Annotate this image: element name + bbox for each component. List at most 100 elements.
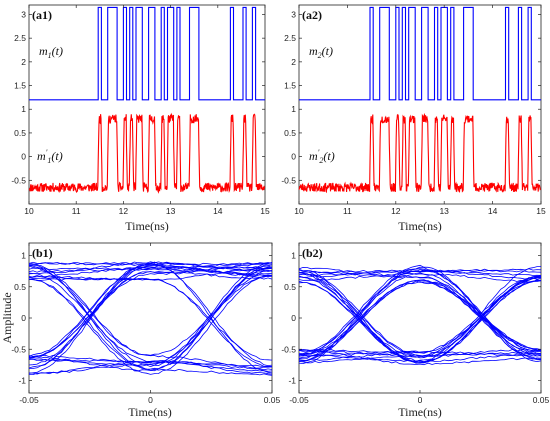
eye-trace <box>298 269 542 356</box>
x-tick-label: 13 <box>166 206 176 216</box>
annotation-bottom: m'1(t) <box>37 148 63 165</box>
x-tick-label: -0.05 <box>289 395 309 405</box>
y-tick-label: 0 <box>291 313 296 323</box>
y-axis-label: Amplitude <box>0 292 14 343</box>
x-axis-label: Time(ns) <box>125 219 169 233</box>
y-tick-label: 0 <box>291 152 296 162</box>
ticks: 10 11 12 13 14 15 -0.5 0 0.5 1 1.5 2 2.5 3 <box>11 5 270 216</box>
y-tick-label: 0 <box>21 152 26 162</box>
eye-trace <box>28 272 273 371</box>
y-tick-label: -0.5 <box>11 175 26 185</box>
axes-frame <box>28 4 266 205</box>
x-tick-label: 13 <box>439 206 449 216</box>
panel-a1: 10 11 12 13 14 15 -0.5 0 0.5 1 1.5 2 2.5 3 (a1) m1(t)… <box>11 4 270 233</box>
eye-trace <box>28 262 273 374</box>
eye-trace <box>28 266 273 278</box>
eye-trace <box>28 360 273 375</box>
y-tick-label: 1 <box>21 104 26 114</box>
eye-trace <box>298 266 542 351</box>
eye-trace <box>298 271 542 358</box>
eye-trace <box>28 264 272 356</box>
panel-label: (b1) <box>32 246 53 260</box>
eye-trace <box>298 279 542 359</box>
x-tick-label: 15 <box>536 206 546 216</box>
eye-trace <box>298 276 542 359</box>
eye-trace <box>298 270 542 276</box>
x-tick-label: 0.05 <box>533 395 550 405</box>
y-tick-label: 1 <box>291 251 296 261</box>
x-tick-label: 14 <box>488 206 498 216</box>
eye-trace <box>298 268 542 365</box>
eye-trace <box>28 275 273 361</box>
y-tick-label: 0.5 <box>14 282 26 292</box>
y-tick-label: 2.5 <box>284 33 296 43</box>
panel-label: (a2) <box>302 8 322 22</box>
axes-frame <box>298 4 542 205</box>
eye-trace <box>28 263 273 367</box>
x-tick-label: 11 <box>343 206 352 216</box>
series-line-transmitted <box>29 6 265 101</box>
x-tick-label: 11 <box>72 206 81 216</box>
eye-trace <box>298 280 542 363</box>
y-tick-label: 2 <box>291 57 296 67</box>
x-tick-label: 10 <box>24 206 34 216</box>
eye-trace <box>298 272 542 357</box>
eye-trace <box>298 279 542 362</box>
x-tick-label: 12 <box>119 206 129 216</box>
y-tick-label: -1 <box>18 376 26 386</box>
series-line-transmitted <box>299 6 541 101</box>
x-axis-label: Time(ns) <box>398 219 442 233</box>
eye-trace <box>28 268 272 276</box>
y-tick-label: 0.5 <box>284 282 296 292</box>
x-tick-label: 15 <box>260 206 270 216</box>
annotation-top: m2(t) <box>309 44 333 60</box>
x-tick-label: 0.05 <box>264 395 281 405</box>
eye-trace <box>298 280 542 362</box>
y-tick-label: 3 <box>291 9 296 19</box>
eye-trace <box>298 268 542 357</box>
eye-trace <box>298 266 542 363</box>
y-tick-label: 0 <box>21 313 26 323</box>
eye-trace <box>298 272 542 283</box>
x-tick-label: 14 <box>213 206 223 216</box>
y-tick-label: 0.5 <box>284 128 296 138</box>
eye-trace <box>28 278 273 376</box>
traces <box>28 261 273 376</box>
eye-trace <box>28 265 273 369</box>
x-tick-label: 0 <box>148 395 153 405</box>
eye-trace <box>28 264 273 372</box>
y-tick-label: 0.5 <box>14 128 26 138</box>
y-tick-label: 2 <box>21 57 26 67</box>
y-tick-label: -0.5 <box>281 344 296 354</box>
y-tick-label: 1.5 <box>14 81 26 91</box>
eye-trace <box>28 261 273 275</box>
x-axis-label: Time(ns) <box>128 405 172 419</box>
y-tick-label: 1 <box>21 251 26 261</box>
y-tick-label: -0.5 <box>281 175 296 185</box>
x-tick-label: 0 <box>418 395 423 405</box>
x-tick-label: -0.05 <box>19 395 39 405</box>
annotation-bottom: m'2(t) <box>309 148 335 165</box>
eye-trace <box>28 274 273 375</box>
traces <box>28 6 266 194</box>
ticks: -0.05 0 0.05 -1 -0.5 0 0.5 1 <box>11 243 281 405</box>
annotation-top: m1(t) <box>39 44 63 60</box>
eye-trace <box>29 269 273 368</box>
eye-trace <box>28 265 273 369</box>
series-line-received <box>28 112 266 194</box>
eye-trace <box>29 261 273 376</box>
y-tick-label: 3 <box>21 9 26 19</box>
eye-trace <box>298 348 542 357</box>
panel-b1: -0.05 0 0.05 -1 -0.5 0 0.5 1 (b1) Time(ns) Ampl… <box>0 242 281 419</box>
panel-a2: 10 11 12 13 14 15 -0.5 0 0.5 1 1.5 2 2.5 3 (a2) m2(t)… <box>281 4 546 233</box>
panel-label: (b2) <box>302 246 323 260</box>
traces <box>298 6 541 194</box>
x-tick-label: 12 <box>391 206 401 216</box>
x-tick-label: 10 <box>294 206 304 216</box>
eye-trace <box>28 265 273 358</box>
traces <box>298 264 542 366</box>
panel-b2: -0.05 0 0.05 -1 -0.5 0 0.5 1 (b2) Time(ns) <box>281 242 550 419</box>
eye-trace <box>298 269 542 364</box>
ticks: -0.05 0 0.05 -1 -0.5 0 0.5 1 <box>281 243 550 405</box>
